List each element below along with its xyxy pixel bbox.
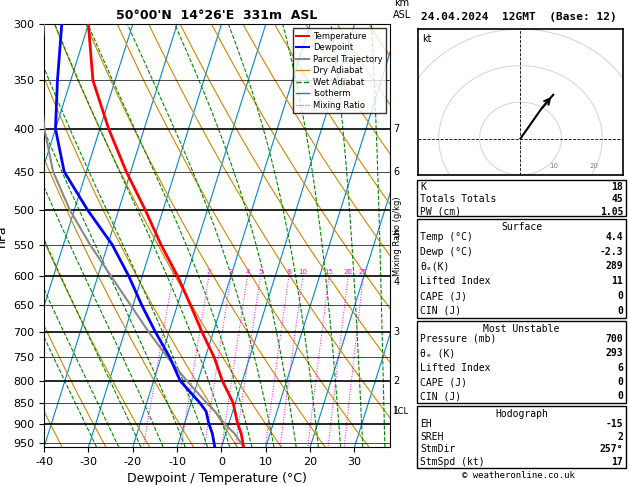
Text: 1: 1 [394,406,399,417]
Text: 2: 2 [394,376,399,386]
Text: CAPE (J): CAPE (J) [420,291,467,301]
Text: LCL: LCL [394,407,409,416]
Text: km
ASL: km ASL [393,0,411,20]
Text: 20: 20 [343,269,353,275]
Text: EH: EH [420,419,432,429]
Text: 6: 6 [394,167,399,177]
Text: Hodograph: Hodograph [495,409,548,419]
Text: 5: 5 [259,269,263,275]
Text: θₑ(K): θₑ(K) [420,261,450,272]
Text: 257°: 257° [600,444,623,454]
Text: 4: 4 [394,278,399,287]
Text: K: K [420,182,426,192]
Text: 7: 7 [394,124,399,134]
Text: 0: 0 [618,391,623,401]
Text: 0: 0 [618,306,623,316]
Text: 24.04.2024  12GMT  (Base: 12): 24.04.2024 12GMT (Base: 12) [421,12,617,22]
Legend: Temperature, Dewpoint, Parcel Trajectory, Dry Adiabat, Wet Adiabat, Isotherm, Mi: Temperature, Dewpoint, Parcel Trajectory… [293,29,386,113]
Text: 700: 700 [606,334,623,344]
Text: -15: -15 [606,419,623,429]
Text: Temp (°C): Temp (°C) [420,232,473,242]
Text: 18: 18 [611,182,623,192]
X-axis label: Dewpoint / Temperature (°C): Dewpoint / Temperature (°C) [127,472,307,486]
Text: CIN (J): CIN (J) [420,391,461,401]
Text: StmDir: StmDir [420,444,455,454]
Text: 4: 4 [245,269,250,275]
Y-axis label: hPa: hPa [0,225,8,247]
Text: 25: 25 [359,269,368,275]
Text: 17: 17 [611,457,623,467]
Text: Mixing Ratio (g/kg): Mixing Ratio (g/kg) [394,196,403,276]
Text: CAPE (J): CAPE (J) [420,377,467,387]
Text: 10: 10 [298,269,308,275]
Text: 6: 6 [618,363,623,373]
Text: Pressure (mb): Pressure (mb) [420,334,496,344]
Text: Most Unstable: Most Unstable [483,324,560,334]
Text: StmSpd (kt): StmSpd (kt) [420,457,485,467]
Text: 11: 11 [611,277,623,286]
Text: 2: 2 [207,269,211,275]
Text: 1: 1 [170,269,175,275]
Text: 10: 10 [549,163,558,169]
Text: Surface: Surface [501,222,542,232]
Text: 45: 45 [611,194,623,205]
Text: -2.3: -2.3 [600,247,623,257]
Title: 50°00'N  14°26'E  331m  ASL: 50°00'N 14°26'E 331m ASL [116,9,318,22]
Text: kt: kt [423,34,432,44]
Text: 0: 0 [618,291,623,301]
Text: Dewp (°C): Dewp (°C) [420,247,473,257]
Text: SREH: SREH [420,432,443,442]
Text: 4.4: 4.4 [606,232,623,242]
Text: θₑ (K): θₑ (K) [420,348,455,358]
Text: 20: 20 [590,163,599,169]
Text: 5: 5 [394,229,399,240]
Text: 8: 8 [287,269,291,275]
Text: PW (cm): PW (cm) [420,207,461,217]
Text: Totals Totals: Totals Totals [420,194,496,205]
Text: 15: 15 [325,269,333,275]
Text: 2: 2 [618,432,623,442]
Text: 3: 3 [394,327,399,337]
Text: 289: 289 [606,261,623,272]
Text: 1.05: 1.05 [600,207,623,217]
Text: Lifted Index: Lifted Index [420,363,491,373]
Text: 3: 3 [229,269,233,275]
Text: 0: 0 [618,377,623,387]
Text: © weatheronline.co.uk: © weatheronline.co.uk [462,471,576,480]
Text: Lifted Index: Lifted Index [420,277,491,286]
Text: 293: 293 [606,348,623,358]
Text: CIN (J): CIN (J) [420,306,461,316]
